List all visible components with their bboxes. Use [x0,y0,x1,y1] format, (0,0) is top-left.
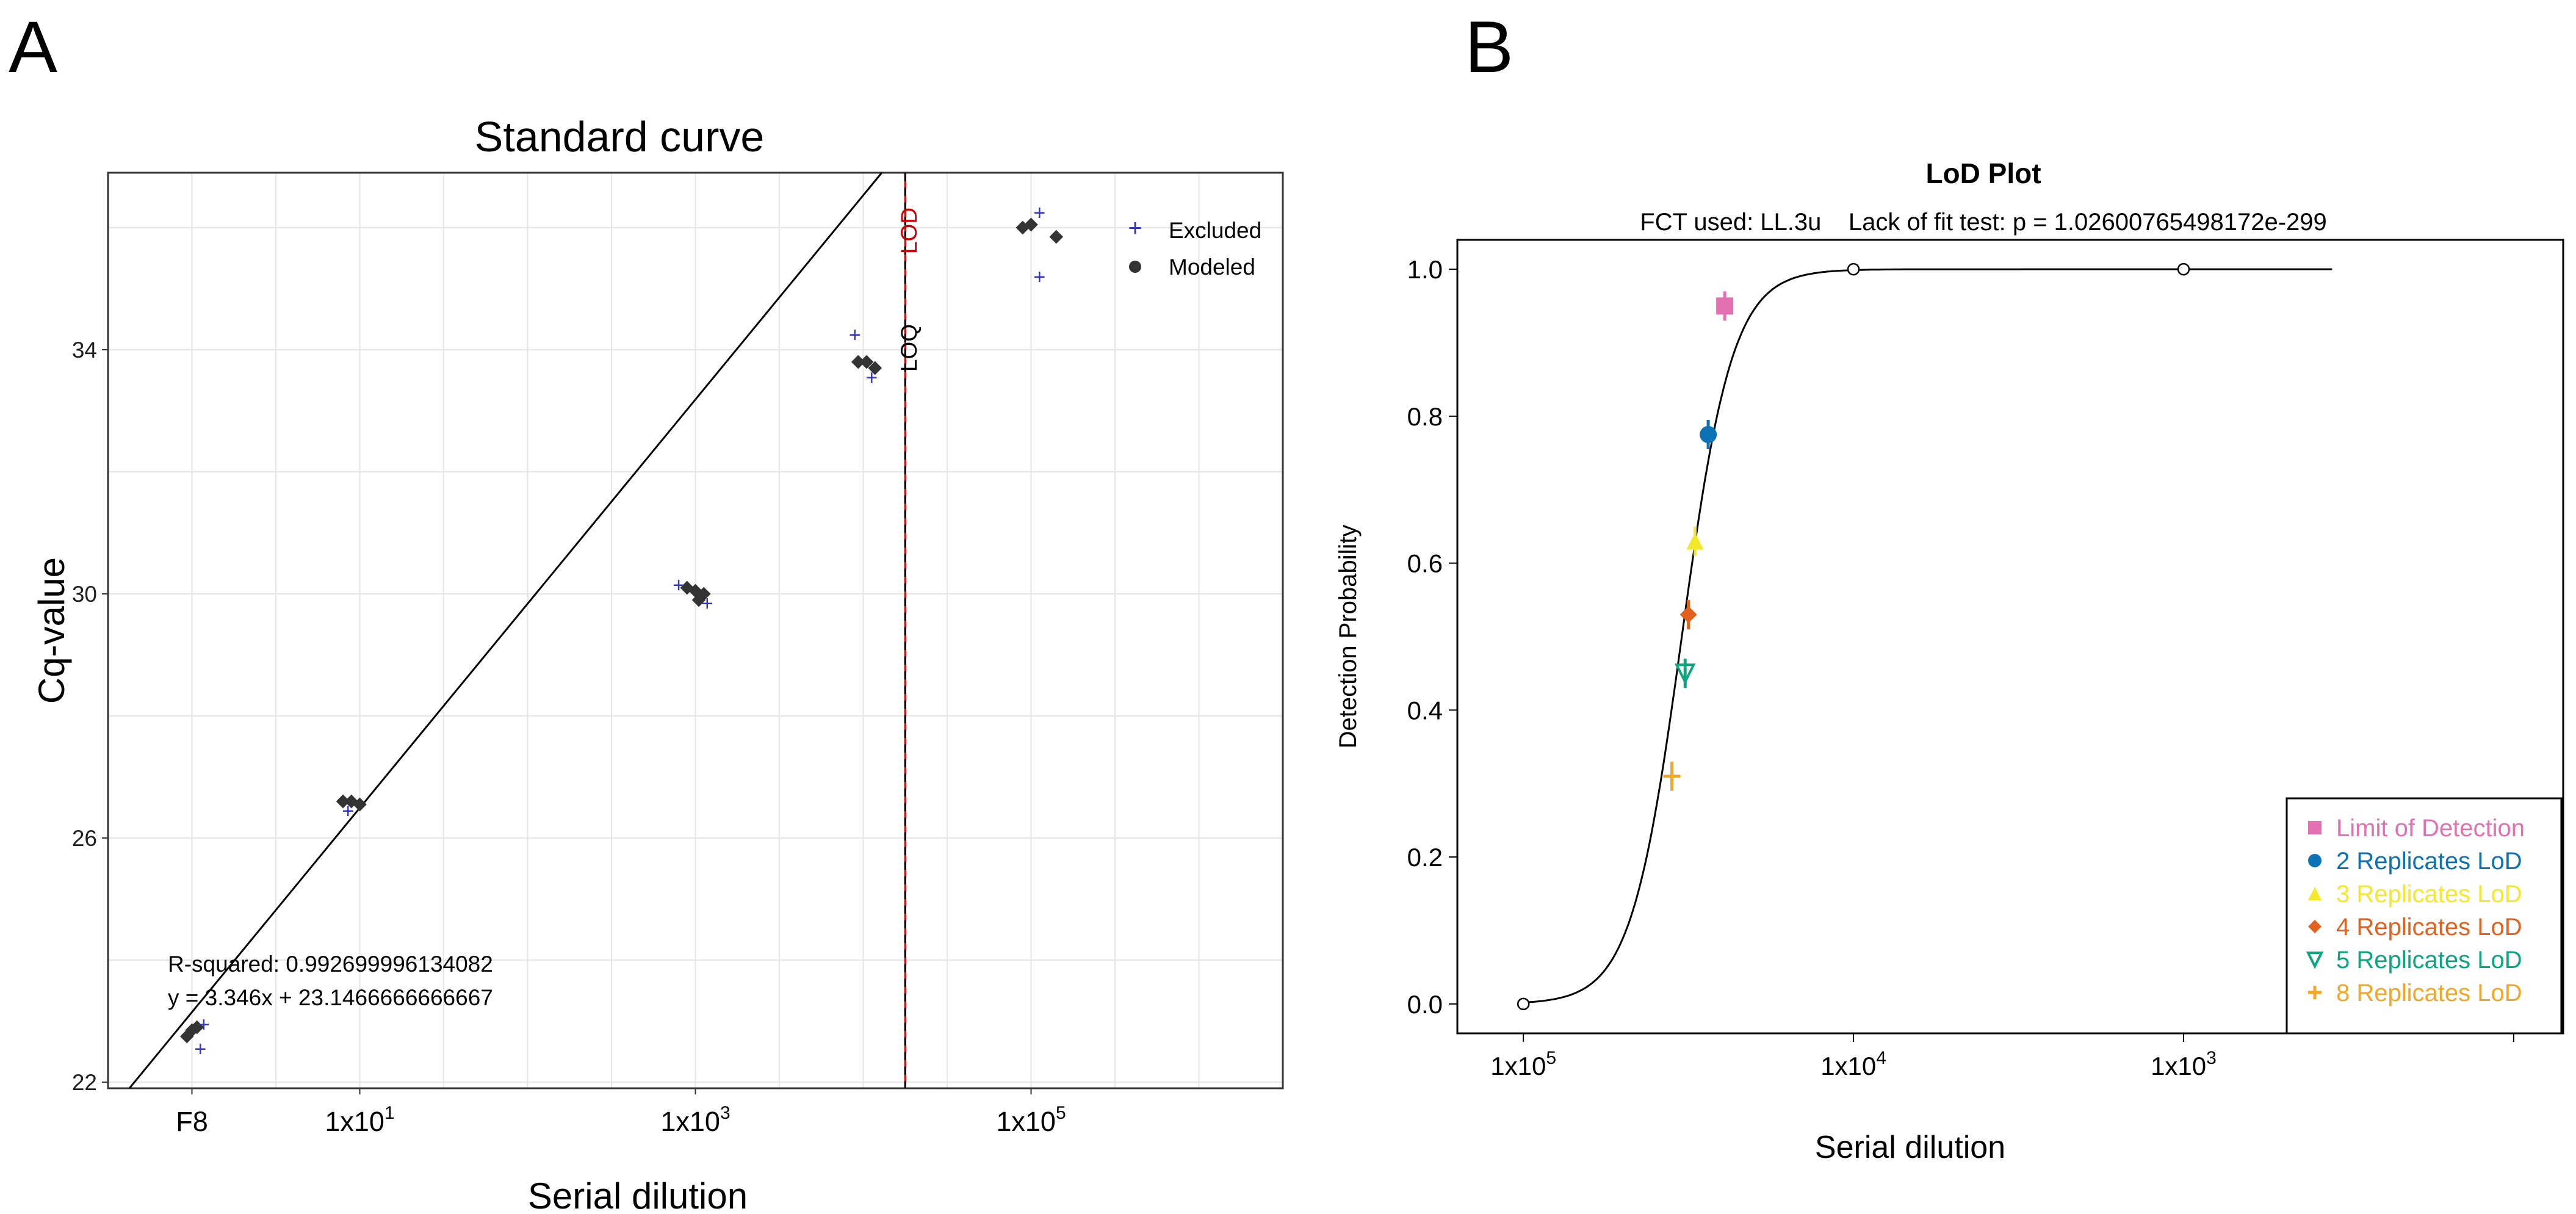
x-tick-label: F8 [176,1106,208,1137]
excluded-point: + [1033,266,1045,289]
legend-label: Limit of Detection [2336,815,2525,842]
x-tick-exponent: 1 [384,1103,395,1123]
modeled-point [1024,217,1038,232]
legend-marker [2306,952,2324,969]
x-tick-exponent: 5 [1056,1103,1066,1123]
y-tick-label: 22 [72,1070,97,1095]
x-tick-label: 1x101 [325,1103,394,1137]
chart-b-plot-border [1456,239,2564,1035]
lod-marker [1663,767,1681,785]
chart-a-y-ticks: 22 26 30 34 [72,338,108,1095]
standard-curve-chart: Standard curve 22 26 30 34 F8 1x101 1x103 1x10… [31,113,1284,1214]
observed-point [1517,997,1530,1011]
y-tick-label: 0.6 [1407,549,1443,578]
x-tick-exponent: 3 [2206,1048,2217,1068]
loq-label: LOQ [897,324,922,372]
y-tick-label: 30 [72,582,97,607]
lod-marker [1679,605,1697,623]
x-tick-label: 1x104 [1820,1048,1886,1080]
excluded-point: + [194,1038,206,1061]
x-tick-label: 1x105 [996,1103,1066,1137]
legend-label: 8 Replicates LoD [2336,980,2522,1006]
x-tick-exponent: 3 [720,1103,731,1123]
legend-marker [2308,821,2322,834]
y-tick-label: 0.4 [1407,696,1443,724]
modeled-point [1049,229,1064,244]
lod-plot-chart: LoD Plot FCT used: LL.3u Lack of fit tes… [1335,157,2564,1165]
chart-a-x-ticks: F8 1x101 1x103 1x105 [176,1088,1066,1137]
legend-marker [2308,887,2322,900]
chart-b-legend: Limit of Detection 2 Replicates LoD 3 Repl… [2306,815,2525,1006]
legend-excluded-marker: + [1128,215,1142,242]
lod-marker [1716,297,1734,315]
x-tick-exponent: 4 [1876,1048,1886,1068]
chart-a-points: +++++++++ [179,201,1064,1061]
y-tick-label: 0.2 [1407,843,1443,872]
legend-label: 3 Replicates LoD [2336,881,2522,908]
chart-b-legend-box [2286,797,2563,1035]
x-tick-label: 1x103 [660,1103,730,1137]
y-tick-label: 1.0 [1407,255,1443,284]
chart-b-x-axis-title: Serial dilution [1815,1130,2005,1165]
x-tick-label: 1x105 [1490,1048,1556,1080]
x-tick-label: 1x103 [2151,1048,2217,1080]
chart-a-x-axis-title: Serial dilution [528,1176,748,1214]
excluded-point: + [673,574,685,597]
excluded-point: + [342,800,354,823]
observed-point [1847,262,1860,276]
lod-marker [1700,425,1717,443]
observed-points [1517,262,2190,1011]
panel-b-letter: B [1465,6,1513,88]
legend-marker [2308,854,2322,867]
chart-a-y-axis-title: Cq-value [31,557,72,704]
modeled-point [190,1020,204,1035]
legend-label: 4 Replicates LoD [2336,914,2522,941]
chart-a-title: Standard curve [475,113,765,161]
lod-marker [1674,663,1696,685]
r-squared-annotation: R-squared: 0.992699996134082 [168,952,493,977]
modeled-point [353,797,367,812]
y-tick-label: 0.8 [1407,402,1443,431]
chart-a-grid [107,173,1283,1088]
chart-b-title: LoD Plot [1925,157,2041,189]
chart-b-y-ticks: 0.0 0.2 0.4 0.6 0.8 1.0 [1407,255,1457,1019]
chart-b-subtitle: FCT used: LL.3u Lack of fit test: p = 1.… [1640,209,2327,236]
excluded-point: + [1033,201,1045,225]
modeled-point [851,355,865,369]
lod-markers [1663,291,1734,791]
legend-modeled-label: Modeled [1169,255,1255,280]
lod-marker [1686,532,1704,550]
y-tick-label: 34 [72,338,97,363]
lod-label: LOD [897,208,922,254]
excluded-point: + [701,592,713,615]
x-tick-exponent: 5 [1546,1048,1556,1068]
observed-point [2177,262,2190,276]
legend-label: 5 Replicates LoD [2336,947,2522,974]
legend-label: 2 Replicates LoD [2336,848,2522,875]
modeled-point [336,794,350,809]
chart-a-legend: + Excluded Modeled [1128,215,1261,280]
fit-line [128,172,883,1089]
y-tick-label: 0.0 [1407,990,1443,1019]
excluded-point: + [198,1013,210,1036]
y-tick-label: 26 [72,826,97,851]
legend-modeled-marker [1129,261,1141,273]
legend-marker [2308,986,2322,999]
panel-a-letter: A [9,6,57,88]
excluded-point: + [849,323,861,347]
chart-b-y-axis-title: Detection Probability [1335,525,1362,749]
legend-excluded-label: Excluded [1169,218,1261,243]
chart-b-x-ticks: 1x105 1x104 1x103 [1490,1033,2514,1080]
modeled-point [868,361,882,375]
modeled-point [859,355,874,369]
modeled-point [691,593,706,607]
detection-curve [1523,268,2332,1003]
excluded-point: + [865,366,878,389]
legend-marker [2308,920,2322,933]
fit-equation-annotation: y = 3.346x + 23.1466666666667 [168,985,493,1010]
